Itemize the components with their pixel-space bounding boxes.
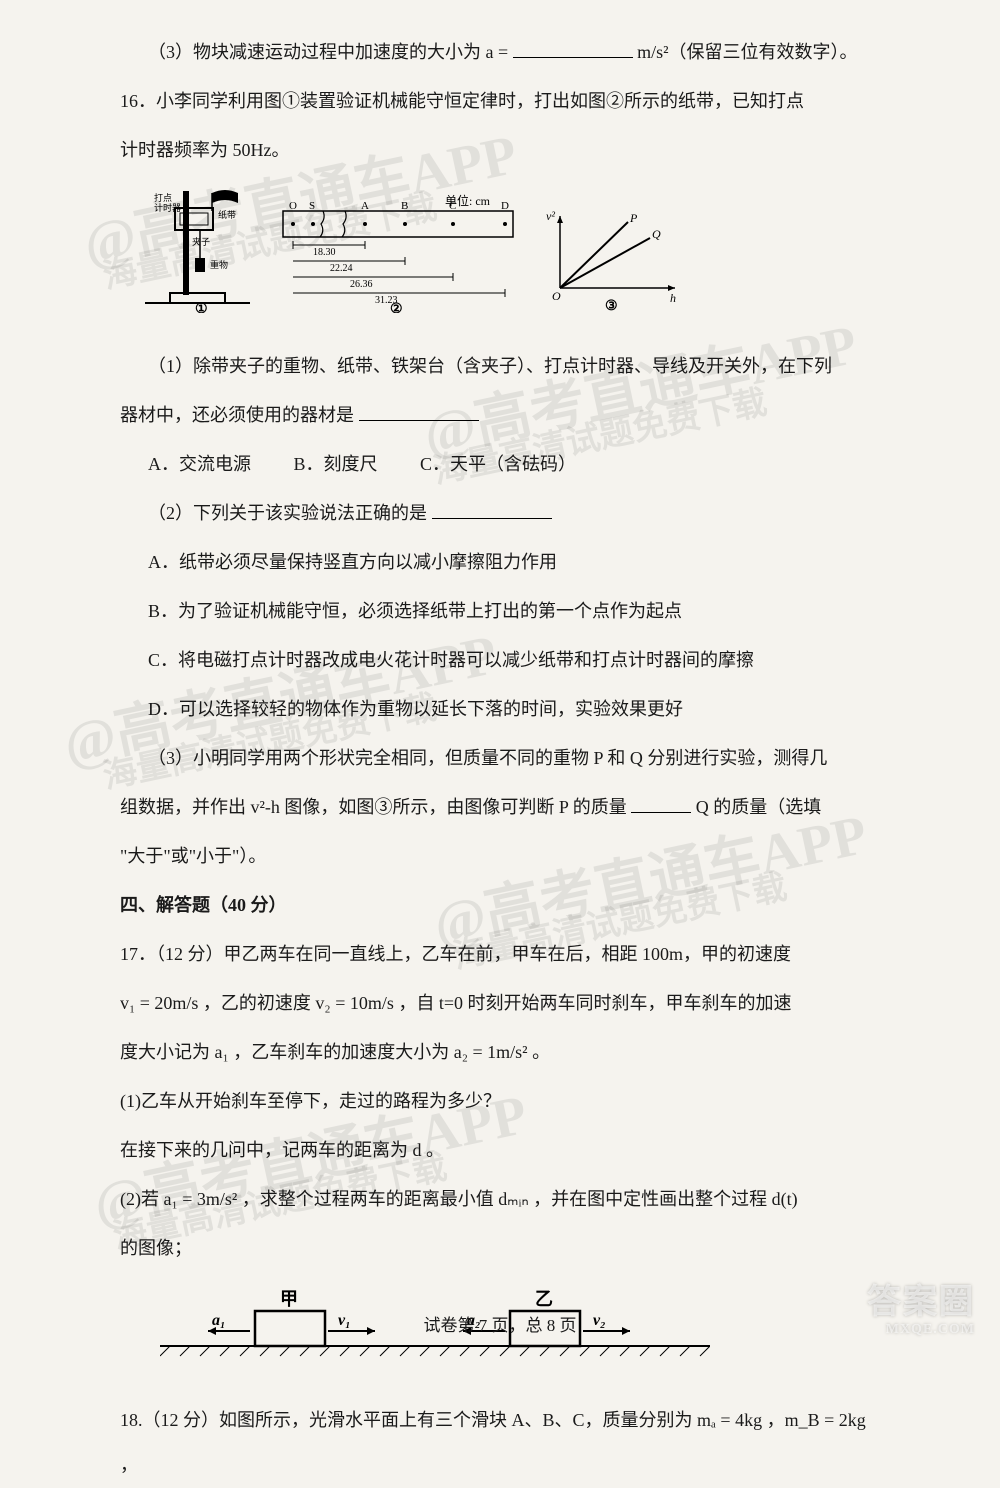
q16-part3-c: Q 的质量（选填 — [696, 797, 822, 817]
blank-mass-compare[interactable] — [631, 791, 691, 813]
svg-text:①: ① — [195, 302, 208, 313]
svg-text:夹子: 夹子 — [192, 236, 210, 247]
q17-mid: 在接下来的几问中，记两车的距离为 d 。 — [120, 1128, 880, 1173]
svg-text:P: P — [629, 211, 638, 225]
svg-text:18.30: 18.30 — [313, 247, 336, 258]
svg-text:26.36: 26.36 — [350, 279, 373, 290]
q16-part1-a: （1）除带夹子的重物、纸带、铁架台（含夹子）、打点计时器、导线及开关外，在下列 — [120, 344, 880, 389]
section-4-header: 四、解答题（40 分） — [120, 883, 880, 928]
svg-text:h: h — [670, 291, 676, 305]
q15-3-text: （3）物块减速运动过程中加速度的大小为 a = — [148, 42, 513, 62]
blank-equipment[interactable] — [359, 399, 479, 421]
q16-part2-row: （2）下列关于该实验说法正确的是 — [120, 491, 880, 536]
q17-p2a: (2)若 a₁ = 3m/s² ，求整个过程两车的距离最小值 dₘᵢₙ ，并在图… — [120, 1177, 880, 1222]
svg-text:重物: 重物 — [210, 259, 228, 270]
svg-text:计时器: 计时器 — [154, 202, 181, 213]
q16-part1-b-row: 器材中，还必须使用的器材是 — [120, 393, 880, 438]
q16-part3-a: （3）小明同学用两个形状完全相同，但质量不同的重物 P 和 Q 分别进行实验，测… — [120, 736, 880, 781]
q17-p2b: 的图像； — [120, 1226, 880, 1271]
opt1-C: C．天平（含砝码） — [420, 454, 576, 474]
q16-intro-a: 16．小李同学利用图①装置验证机械能守恒定律时，打出如图②所示的纸带，已知打点 — [120, 79, 880, 124]
figure-3-graph: v² h O P Q ③ — [540, 208, 685, 330]
q16-part2: （2）下列关于该实验说法正确的是 — [148, 503, 427, 523]
opt1-B: B．刻度尺 — [294, 454, 378, 474]
q16-intro-b: 计时器频率为 50Hz。 — [120, 128, 880, 173]
q16-stmtC: C．将电磁打点计时器改成电火花计时器可以减少纸带和打点计时器间的摩擦 — [120, 638, 880, 683]
q17-intro-a: 17．（12 分）甲乙两车在同一直线上，乙车在前，甲车在后，相距 100m，甲的… — [120, 932, 880, 977]
q17-p1: (1)乙车从开始刹车至停下，走过的路程为多少？ — [120, 1079, 880, 1124]
q16-figures: 打点 计时器 纸带 夹子 重物 ① 单位: cm O S A B C — [140, 183, 880, 330]
svg-text:B: B — [401, 200, 408, 212]
svg-text:Q: Q — [652, 227, 661, 241]
q16-part3-bc: 组数据，并作出 v²-h 图像，如图③所示，由图像可判断 P 的质量 Q 的质量… — [120, 785, 880, 830]
svg-text:A: A — [361, 200, 369, 212]
tape-svg: 单位: cm O S A B C D 18.30 22.24 — [275, 193, 520, 313]
svg-text:③: ③ — [605, 299, 618, 313]
svg-text:v²: v² — [546, 209, 555, 223]
svg-text:C: C — [449, 200, 456, 212]
q17-intro-b: v₁ = 20m/s ，乙的初速度 v₂ = 10m/s ，自 t=0 时刻开始… — [120, 981, 880, 1026]
figure-1-apparatus: 打点 计时器 纸带 夹子 重物 ① — [140, 183, 255, 330]
svg-text:O: O — [289, 200, 297, 212]
apparatus-svg: 打点 计时器 纸带 夹子 重物 ① — [140, 183, 255, 313]
q16-stmtB: B．为了验证机械能守恒，必须选择纸带上打出的第一个点作为起点 — [120, 589, 880, 634]
q16-part3-d: "大于"或"小于"）。 — [120, 834, 880, 879]
graph-svg: v² h O P Q ③ — [540, 208, 685, 313]
svg-text:O: O — [552, 289, 561, 303]
opt1-A: A．交流电源 — [148, 454, 251, 474]
svg-text:22.24: 22.24 — [330, 263, 353, 274]
svg-text:打点: 打点 — [154, 192, 172, 203]
q17-intro-c: 度大小记为 a₁ ，乙车刹车的加速度大小为 a₂ = 1m/s² 。 — [120, 1030, 880, 1075]
page-footer: 试卷第 7 页，总 8 页 — [0, 1305, 1000, 1348]
svg-text:纸带: 纸带 — [218, 209, 236, 220]
svg-text:D: D — [501, 200, 509, 212]
q16-stmtD: D．可以选择较轻的物体作为重物以延长下落的时间，实验效果更好 — [120, 687, 880, 732]
svg-text:S: S — [309, 200, 315, 212]
figure-2-tape: 单位: cm O S A B C D 18.30 22.24 — [275, 193, 520, 330]
q18-text: 18.（12 分）如图所示，光滑水平面上有三个滑块 A、B、C，质量分别为 mₐ… — [120, 1398, 880, 1488]
q16-part1-b: 器材中，还必须使用的器材是 — [120, 405, 354, 425]
q15-part3: （3）物块减速运动过程中加速度的大小为 a = m/s²（保留三位有效数字）。 — [120, 30, 880, 75]
q16-stmtA: A．纸带必须尽量保持竖直方向以减小摩擦阻力作用 — [120, 540, 880, 585]
q15-3-unit: m/s²（保留三位有效数字）。 — [637, 42, 857, 62]
blank-accel[interactable] — [513, 36, 633, 58]
q16-part3-b: 组数据，并作出 v²-h 图像，如图③所示，由图像可判断 P 的质量 — [120, 797, 627, 817]
blank-correct[interactable] — [432, 497, 552, 519]
svg-text:②: ② — [390, 302, 403, 313]
q16-options1: A．交流电源 B．刻度尺 C．天平（含砝码） — [120, 442, 880, 487]
